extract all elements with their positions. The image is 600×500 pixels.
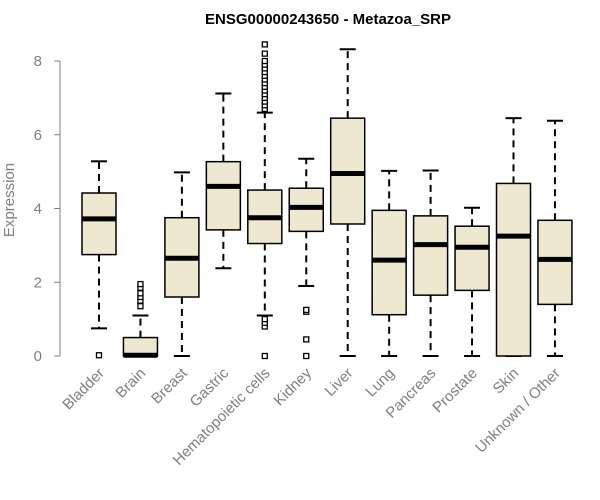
outlier-point (261, 352, 268, 360)
box (412, 215, 449, 296)
y-axis-label: Expression (1, 163, 18, 237)
category-label: Liver (322, 365, 357, 400)
box-group (81, 160, 117, 359)
y-tick-label: 0 (34, 348, 42, 365)
outlier-point (261, 50, 268, 57)
y-axis: 0 2 4 6 8 (34, 53, 61, 365)
outlier-point (95, 352, 103, 359)
box-group (164, 171, 200, 357)
box (81, 192, 117, 256)
y-tick-label: 2 (34, 274, 42, 291)
category-label: Prostate (429, 365, 481, 417)
category-label: Kidney (271, 364, 316, 409)
box (537, 219, 573, 306)
y-tick-label: 8 (34, 53, 42, 70)
box-group (371, 169, 407, 357)
outlier-point (137, 280, 144, 288)
box-group (247, 41, 283, 360)
box-group (412, 169, 449, 357)
y-tick-label: 6 (34, 127, 42, 144)
category-label: Skin (490, 365, 523, 398)
box-group (329, 48, 366, 357)
outlier-point (303, 352, 310, 360)
box (205, 160, 242, 231)
box-group (205, 92, 242, 270)
box-group (122, 280, 159, 358)
outlier-point (261, 315, 268, 323)
box-group (288, 157, 324, 360)
category-label: Breast (148, 364, 191, 407)
category-label: Brain (112, 365, 149, 402)
y-tick-label: 4 (34, 201, 42, 218)
box-group (495, 117, 532, 357)
box-group (537, 119, 573, 357)
box (454, 225, 490, 292)
outlier-point (261, 57, 268, 65)
outlier-point (137, 290, 144, 297)
chart-title: ENSG00000243650 - Metazoa_SRP (205, 11, 451, 28)
outlier-point (303, 306, 310, 314)
category-label: Lung (362, 365, 398, 401)
box (495, 182, 532, 357)
category-label: Bladder (59, 365, 108, 414)
outlier-point (261, 41, 268, 48)
outlier-point (137, 303, 144, 310)
box-group (454, 206, 490, 357)
outlier-point (303, 336, 310, 343)
boxes (81, 41, 573, 360)
